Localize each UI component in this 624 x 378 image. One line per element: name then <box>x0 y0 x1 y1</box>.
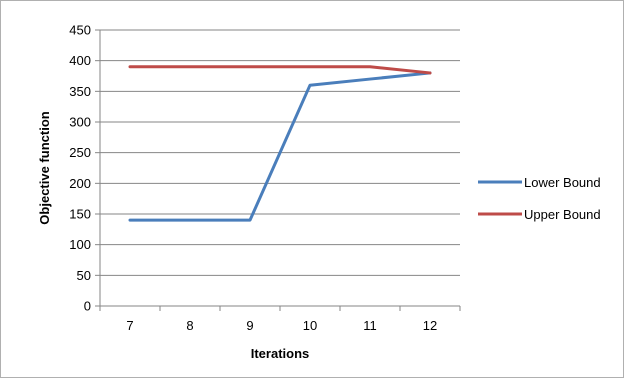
y-tick-label: 250 <box>69 145 91 160</box>
y-axis-title: Objective function <box>37 111 52 224</box>
x-tick-label: 9 <box>246 318 253 333</box>
x-tick-label: 11 <box>363 318 377 333</box>
y-tick-label: 400 <box>69 53 91 68</box>
legend-label-upper-bound: Upper Bound <box>524 207 601 222</box>
series-line-upper-bound <box>128 65 432 75</box>
legend-label-lower-bound: Lower Bound <box>524 175 601 190</box>
y-axis-ticks: 0 50 100 150 200 250 300 350 400 450 <box>69 23 100 314</box>
y-tick-label: 0 <box>84 299 91 314</box>
x-tick-label: 7 <box>126 318 133 333</box>
y-tick-label: 300 <box>69 115 91 130</box>
x-tick-label: 10 <box>303 318 317 333</box>
x-tick-label: 8 <box>186 318 193 333</box>
x-axis-ticks: 7 8 9 10 11 12 <box>99 306 461 333</box>
y-tick-label: 200 <box>69 176 91 191</box>
y-tick-label: 450 <box>69 23 91 38</box>
x-tick-label: 12 <box>423 318 437 333</box>
y-tick-label: 350 <box>69 84 91 99</box>
series-line-lower-bound <box>128 71 432 222</box>
y-tick-label: 150 <box>69 207 91 222</box>
gridlines <box>100 29 460 276</box>
x-axis-title: Iterations <box>251 346 310 361</box>
series-lines <box>128 65 432 222</box>
y-tick-label: 50 <box>77 268 91 283</box>
legend: Lower Bound Upper Bound <box>478 175 601 222</box>
y-tick-label: 100 <box>69 237 91 252</box>
